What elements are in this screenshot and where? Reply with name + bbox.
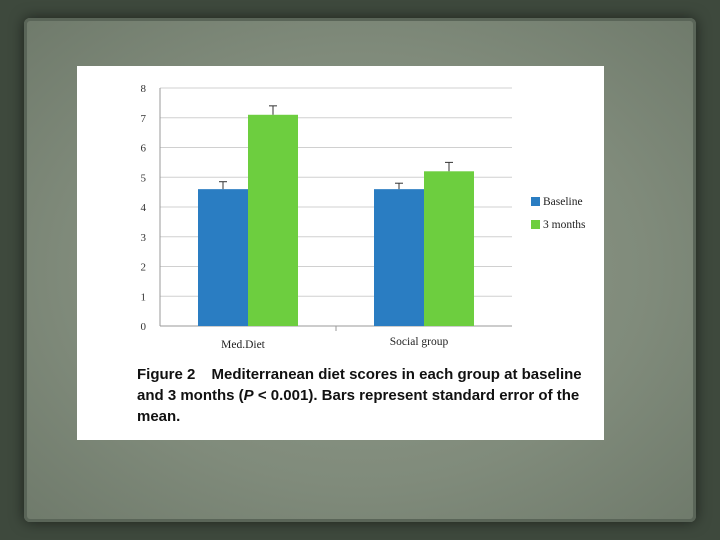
y-tick-label-4: 4 bbox=[141, 202, 147, 214]
y-tick-label-6: 6 bbox=[141, 143, 147, 155]
y-tick-label-5: 5 bbox=[141, 172, 147, 184]
y-tick-label-3: 3 bbox=[141, 232, 147, 244]
figure-caption: Figure 2 Mediterranean diet scores in ea… bbox=[137, 364, 592, 427]
category-label-1: Social group bbox=[390, 336, 449, 348]
caption-text-end: < 0.001). Bars represent standard error … bbox=[137, 387, 580, 425]
legend-label-0: Baseline bbox=[543, 196, 583, 208]
caption-p-symbol: P bbox=[243, 387, 254, 404]
legend-label-1: 3 months bbox=[543, 219, 586, 231]
legend-swatch-0 bbox=[531, 197, 540, 206]
bar-3-months-1 bbox=[424, 171, 474, 326]
legend-swatch-1 bbox=[531, 220, 540, 229]
y-tick-label-2: 2 bbox=[141, 262, 147, 274]
y-tick-label-7: 7 bbox=[141, 113, 147, 125]
bar-baseline-1 bbox=[374, 189, 424, 326]
bar-3-months-0 bbox=[248, 114, 298, 327]
y-tick-label-0: 0 bbox=[141, 321, 147, 333]
y-tick-label-8: 8 bbox=[141, 83, 147, 95]
y-tick-label-1: 1 bbox=[141, 291, 147, 303]
bar-baseline-0 bbox=[198, 189, 248, 326]
bar-chart: 0 1 2 3 4 5 6 7 8 Med.Diet Social group Baseline 3 m… bbox=[141, 83, 587, 351]
figure-card: 0 1 2 3 4 5 6 7 8 Med.Diet Social group Baseline 3 m… bbox=[77, 66, 604, 440]
caption-text-start: Mediterranean diet scores in each group … bbox=[137, 366, 582, 404]
caption-figure-label: Figure 2 bbox=[137, 366, 196, 383]
category-label-0: Med.Diet bbox=[221, 339, 266, 351]
